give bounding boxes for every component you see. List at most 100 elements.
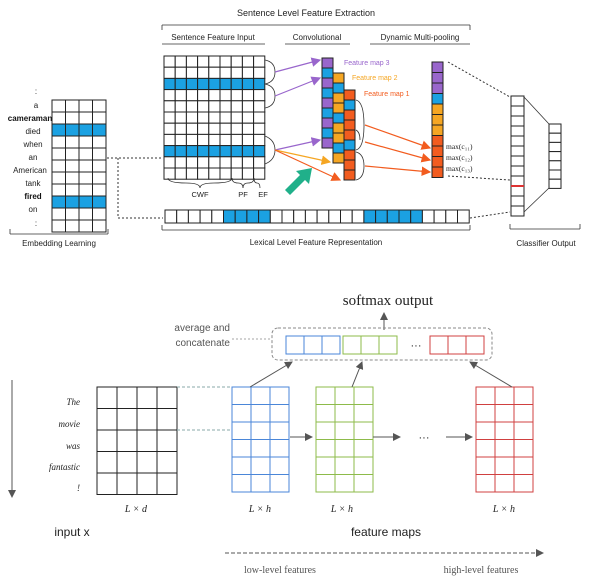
input-cell bbox=[219, 122, 232, 135]
concat-block-green bbox=[342, 335, 398, 355]
concat-blue-cell bbox=[285, 335, 305, 355]
input-cell bbox=[174, 167, 187, 180]
feature-map-3-cell bbox=[321, 57, 334, 69]
bottom-sentence: The movie was fantastic ! bbox=[49, 397, 80, 493]
embedding-cell bbox=[78, 183, 93, 197]
word-2: cameraman bbox=[8, 114, 53, 123]
embedding-cell bbox=[65, 123, 80, 137]
input-cell bbox=[174, 156, 187, 169]
classifier-hidden-cell bbox=[510, 175, 525, 187]
feature-map-2-cell bbox=[332, 72, 345, 84]
feature-map-1-cell bbox=[343, 99, 356, 111]
word-6: American bbox=[13, 166, 47, 175]
feature-map-2-cell bbox=[332, 142, 345, 154]
word-list: : a cameraman died when an American tank… bbox=[8, 87, 53, 228]
map-dim-1: L × h bbox=[248, 504, 271, 515]
input-cell bbox=[241, 66, 255, 79]
feature-map-1-cell bbox=[343, 169, 356, 181]
pooling-label: Dynamic Multi-pooling bbox=[381, 33, 460, 42]
input-cell bbox=[253, 77, 266, 91]
input-cell bbox=[185, 66, 199, 79]
embedding-cell bbox=[51, 183, 66, 197]
lexical-cell bbox=[269, 209, 283, 224]
classifier-hidden-layer bbox=[510, 95, 525, 217]
input-cell bbox=[208, 145, 221, 158]
feature-map-3-cell bbox=[321, 117, 334, 129]
convolutional-label: Convolutional bbox=[293, 33, 342, 42]
map-green-cell bbox=[334, 386, 355, 405]
input-cell bbox=[96, 386, 118, 409]
embedding-cell bbox=[51, 99, 66, 113]
pooled-cell bbox=[431, 61, 444, 73]
lexical-cell bbox=[457, 209, 470, 224]
pooled-cell bbox=[431, 124, 444, 136]
input-cell bbox=[253, 55, 266, 68]
lexical-cell bbox=[445, 209, 458, 224]
input-cell bbox=[230, 133, 243, 147]
input-cell bbox=[241, 55, 255, 68]
embedding-cell bbox=[65, 171, 80, 185]
feature-map-1-cell bbox=[343, 139, 356, 151]
lexical-cell bbox=[258, 209, 271, 224]
concat-green-cell bbox=[342, 335, 362, 355]
input-cell bbox=[163, 66, 176, 79]
input-cell bbox=[219, 55, 232, 68]
map-red-cell bbox=[513, 439, 534, 458]
lexical-feature-vector bbox=[164, 209, 470, 224]
feature-map-1-cell bbox=[343, 159, 356, 171]
embedding-cell bbox=[51, 111, 66, 125]
word-3: died bbox=[25, 127, 40, 136]
classifier-hidden-cell bbox=[510, 185, 525, 197]
concat-box bbox=[271, 327, 493, 361]
lexical-cell bbox=[176, 209, 189, 224]
embedding-cell bbox=[92, 111, 107, 125]
word-4: when bbox=[22, 140, 42, 149]
input-cell bbox=[197, 122, 210, 135]
input-cell bbox=[208, 89, 221, 102]
lexical-cell bbox=[351, 209, 365, 224]
max-label-1: max(c₁₁) bbox=[446, 142, 473, 151]
embedding-cell bbox=[51, 171, 66, 185]
feature-map-2 bbox=[332, 72, 345, 164]
input-cell bbox=[163, 100, 176, 113]
lexical-cell bbox=[246, 209, 260, 224]
classifier-hidden-cell bbox=[510, 115, 525, 127]
input-cell bbox=[253, 156, 266, 169]
feature-map-1-cell bbox=[343, 149, 356, 161]
map-red-cell bbox=[475, 421, 496, 440]
classifier-output-cell bbox=[548, 132, 562, 143]
feature-map-1-cell bbox=[343, 109, 356, 121]
input-cell bbox=[208, 156, 221, 169]
classifier-hidden-cell bbox=[510, 205, 525, 217]
map-blue-cell bbox=[269, 421, 290, 440]
lexical-cell bbox=[386, 209, 400, 224]
embedding-cell bbox=[78, 99, 93, 113]
input-cell bbox=[163, 122, 176, 135]
input-cell bbox=[197, 55, 210, 68]
group-pf: PF bbox=[238, 190, 248, 199]
group-ef: EF bbox=[258, 190, 268, 199]
lexical-label: Lexical Level Feature Representation bbox=[250, 238, 383, 247]
map-blue-cell bbox=[231, 404, 252, 423]
feature-map-3-cell bbox=[321, 137, 334, 149]
high-label: high-level features bbox=[444, 565, 519, 576]
map-red-cell bbox=[475, 386, 496, 405]
green-arrow-icon bbox=[285, 168, 312, 195]
word-7: tank bbox=[25, 179, 41, 188]
map-green-cell bbox=[315, 386, 336, 405]
input-cell bbox=[163, 89, 176, 102]
pooled-cell bbox=[431, 93, 444, 105]
embedding-cell bbox=[92, 183, 107, 197]
embedding-cell bbox=[92, 135, 107, 149]
feature-map-3-label: Feature map 3 bbox=[344, 60, 390, 67]
map-red-cell bbox=[475, 404, 496, 423]
map-blue-cell bbox=[250, 474, 271, 493]
map-blue-cell bbox=[231, 439, 252, 458]
pooled-cell bbox=[431, 145, 444, 157]
feature-map-low bbox=[231, 386, 290, 493]
feature-map-3-cell bbox=[321, 107, 334, 119]
input-cell bbox=[136, 451, 158, 474]
feature-map-1-cell bbox=[343, 129, 356, 141]
sentence-word-1: movie bbox=[59, 419, 81, 429]
feature-map-2-cell bbox=[332, 92, 345, 104]
